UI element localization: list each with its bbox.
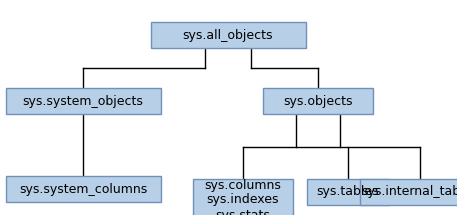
- FancyBboxPatch shape: [307, 179, 389, 205]
- Text: sys.tables: sys.tables: [317, 186, 379, 198]
- Text: sys.objects: sys.objects: [283, 95, 353, 108]
- FancyBboxPatch shape: [5, 88, 160, 114]
- FancyBboxPatch shape: [150, 22, 305, 48]
- Text: sys.columns
sys.indexes
sys.stats: sys.columns sys.indexes sys.stats: [205, 178, 282, 215]
- Text: sys.system_columns: sys.system_columns: [19, 183, 147, 195]
- FancyBboxPatch shape: [193, 179, 293, 215]
- FancyBboxPatch shape: [5, 176, 160, 202]
- Text: sys.all_objects: sys.all_objects: [183, 29, 273, 41]
- FancyBboxPatch shape: [360, 179, 457, 205]
- Text: sys.system_objects: sys.system_objects: [22, 95, 143, 108]
- FancyBboxPatch shape: [263, 88, 373, 114]
- Text: sys.internal_tables: sys.internal_tables: [361, 186, 457, 198]
